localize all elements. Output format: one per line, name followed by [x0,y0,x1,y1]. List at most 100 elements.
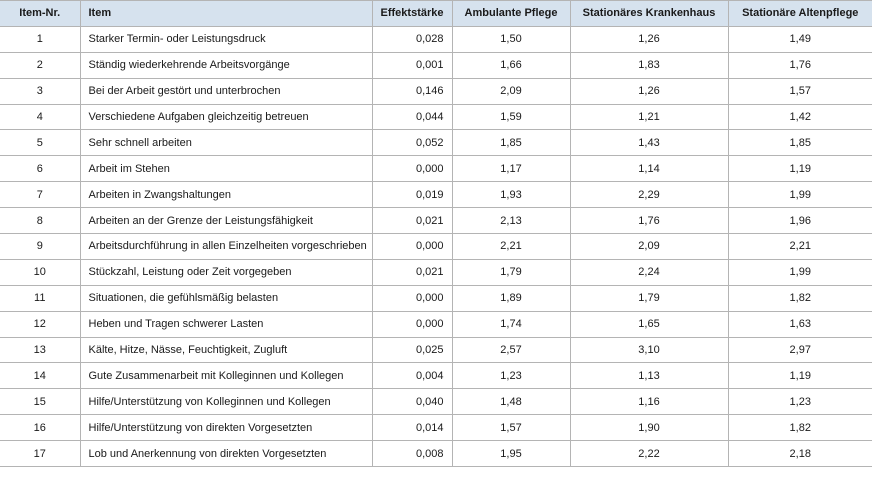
table-cell: 9 [0,233,81,260]
table-cell: Verschiedene Aufgaben gleichzeitig betre… [79,103,373,131]
table-cell: 1,85 [451,129,571,157]
table-cell: Lob und Anerkennung von direkten Vorgese… [79,440,373,468]
table-cell: Bei der Arbeit gestört und unterbrochen [79,77,373,105]
table-cell: 1,59 [451,103,571,131]
table-cell: 4 [0,103,81,131]
table-cell: 0,044 [371,103,453,131]
data-table: Item-Nr. Item Effektstärke Ambulante Pflege… [0,0,872,468]
table-cell: 3,10 [569,336,729,364]
table-cell: 1,57 [451,414,571,442]
table-row: 14 Gute Zusammenarbeit mit Kolleginnen un… [0,362,872,390]
table-cell: Situationen, die gefühlsmäßig belasten [79,284,373,312]
table-cell: 2,21 [727,233,872,260]
table-cell: 1,57 [727,77,872,105]
table-cell: 1,99 [727,258,872,286]
table-cell: 1,49 [727,25,872,53]
table-cell: 0,000 [371,233,453,260]
table-cell: 1,63 [727,310,872,338]
table-cell: 1,23 [727,388,872,416]
table-cell: 2,09 [451,77,571,105]
table-row: 12 Heben und Tragen schwerer Lasten 0,000 1… [0,310,872,338]
table-row: 6 Arbeit im Stehen 0,000 1,17 1,14 1,19 [0,155,872,183]
table-cell: 1,90 [569,414,729,442]
table-cell: 6 [0,155,81,183]
table-cell: 1,19 [727,362,872,390]
header-cell: Stationäre Altenpflege [727,0,872,27]
header-cell: Ambulante Pflege [451,0,571,27]
table-cell: 2,24 [569,258,729,286]
table-row: 4 Verschiedene Aufgaben gleichzeitig betr… [0,103,872,131]
table-cell: 0,040 [371,388,453,416]
table-cell: 1,42 [727,103,872,131]
table-cell: 1,96 [727,207,872,235]
table-cell: 2 [0,51,81,79]
table-cell: 3 [0,77,81,105]
table-cell: 2,13 [451,207,571,235]
table-cell: 1,99 [727,181,872,209]
table-cell: 1,17 [451,155,571,183]
table-cell: Arbeitsdurchführung in allen Einzelheite… [79,233,373,260]
table-row: 17 Lob und Anerkennung von direkten Vorge… [0,440,872,468]
table-cell: 1,43 [569,129,729,157]
table-cell: 1,19 [727,155,872,183]
table-cell: 0,001 [371,51,453,79]
table-cell: 17 [0,440,81,468]
table-cell: 11 [0,284,81,312]
table-row: 10 Stückzahl, Leistung oder Zeit vorgegeb… [0,258,872,286]
table-cell: 8 [0,207,81,235]
table-cell: 2,57 [451,336,571,364]
table-cell: Kälte, Hitze, Nässe, Feuchtigkeit, Zuglu… [79,336,373,364]
table-cell: 2,09 [569,233,729,260]
table-cell: 1,48 [451,388,571,416]
table-cell: Ständig wiederkehrende Arbeitsvorgänge [79,51,373,79]
table-row: 16 Hilfe/Unterstützung von direkten Vorge… [0,414,872,442]
table-cell: 1 [0,25,81,53]
table-cell: 1,23 [451,362,571,390]
table-row: 11 Situationen, die gefühlsmäßig belasten… [0,284,872,312]
table-cell: Hilfe/Unterstützung von Kolleginnen und … [79,388,373,416]
table-cell: 1,89 [451,284,571,312]
table-cell: 0,000 [371,284,453,312]
table-cell: 0,008 [371,440,453,468]
table-cell: 1,26 [569,25,729,53]
table-header: Item-Nr. Item Effektstärke Ambulante Pflege… [0,0,872,27]
table-cell: 1,79 [451,258,571,286]
table-row: 3 Bei der Arbeit gestört und unterbrochen… [0,77,872,105]
table-row: 7 Arbeiten in Zwangshaltungen 0,019 1,93 2,2… [0,181,872,209]
header-cell: Effektstärke [371,0,453,27]
table-cell: 0,021 [371,258,453,286]
table-cell: 12 [0,310,81,338]
table-cell: 1,74 [451,310,571,338]
table-cell: 1,13 [569,362,729,390]
table-cell: 0,000 [371,310,453,338]
table-cell: 0,000 [371,155,453,183]
table-cell: 1,79 [569,284,729,312]
table-row: 1 Starker Termin- oder Leistungsdruck 0,02… [0,25,872,53]
table-cell: 10 [0,258,81,286]
table-cell: 0,021 [371,207,453,235]
table-cell: 0,146 [371,77,453,105]
table-cell: Arbeiten in Zwangshaltungen [79,181,373,209]
table-cell: 0,028 [371,25,453,53]
table-cell: 0,025 [371,336,453,364]
table-cell: 14 [0,362,81,390]
table-cell: Gute Zusammenarbeit mit Kolleginnen und … [79,362,373,390]
table-cell: 0,014 [371,414,453,442]
table-cell: 16 [0,414,81,442]
table-cell: 2,97 [727,336,872,364]
table-cell: 2,21 [451,233,571,260]
table-cell: 2,22 [569,440,729,468]
table-cell: 1,76 [569,207,729,235]
table-row: 5 Sehr schnell arbeiten 0,052 1,85 1,43 1,85 [0,129,872,157]
header-cell: Item [79,0,373,27]
table-cell: 1,14 [569,155,729,183]
table-cell: 7 [0,181,81,209]
table-cell: 1,26 [569,77,729,105]
table-cell: Heben und Tragen schwerer Lasten [79,310,373,338]
table-cell: Hilfe/Unterstützung von direkten Vorgese… [79,414,373,442]
table-row: 15 Hilfe/Unterstützung von Kolleginnen un… [0,388,872,416]
table-cell: 15 [0,388,81,416]
table-cell: 1,65 [569,310,729,338]
table-cell: 1,82 [727,414,872,442]
